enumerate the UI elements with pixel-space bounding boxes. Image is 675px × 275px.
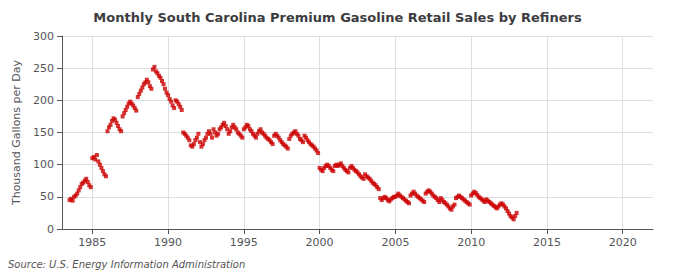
svg-text:300: 300 — [33, 30, 54, 43]
svg-text:2000: 2000 — [306, 236, 334, 249]
svg-text:200: 200 — [33, 94, 54, 107]
svg-text:Source: U.S. Energy Informatio: Source: U.S. Energy Information Administ… — [8, 259, 245, 270]
svg-text:1995: 1995 — [230, 236, 258, 249]
svg-text:1985: 1985 — [78, 236, 106, 249]
svg-text:2015: 2015 — [533, 236, 561, 249]
svg-text:250: 250 — [33, 62, 54, 75]
svg-text:100: 100 — [33, 158, 54, 171]
svg-text:Thousand Gallons per Day: Thousand Gallons per Day — [10, 59, 23, 206]
svg-text:Monthly South Carolina Premium: Monthly South Carolina Premium Gasoline … — [93, 10, 582, 25]
svg-text:2010: 2010 — [457, 236, 485, 249]
svg-text:2020: 2020 — [609, 236, 637, 249]
svg-text:2005: 2005 — [381, 236, 409, 249]
svg-text:150: 150 — [33, 126, 54, 139]
svg-text:0: 0 — [47, 223, 54, 236]
svg-text:50: 50 — [40, 190, 54, 203]
svg-text:1990: 1990 — [154, 236, 182, 249]
